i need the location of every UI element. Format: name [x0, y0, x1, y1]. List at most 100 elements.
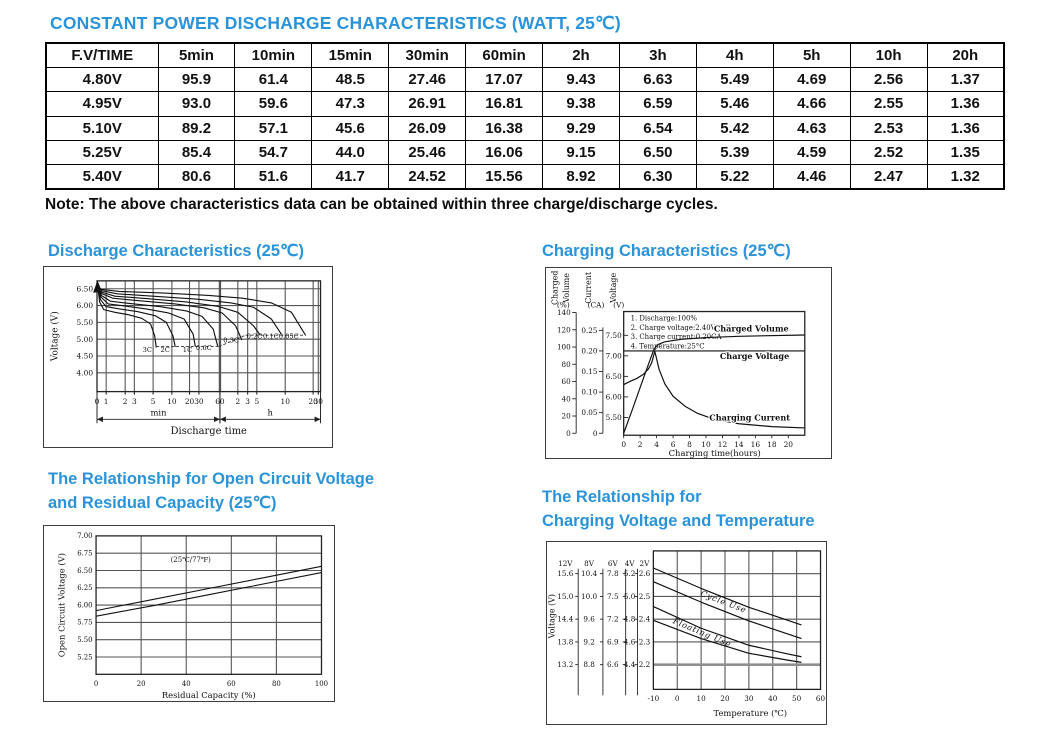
x-tick-label: 30 [744, 694, 754, 703]
y-tick-label: 7.00 [77, 532, 92, 540]
y-tick-label: 100 [557, 343, 571, 352]
x-tick-label: 4 [654, 440, 659, 449]
band-upper-cycle-use [653, 567, 802, 626]
table-cell: 6.50 [618, 140, 697, 166]
x-tick-label: 40 [768, 694, 778, 703]
charging-chart-canvas: Charged Volume(%)Current(CA)Voltage(V)140… [550, 271, 806, 458]
table-cell: 4.59 [772, 140, 851, 166]
column-header: 5min [157, 42, 236, 68]
plot-border [623, 310, 806, 436]
scale-value: 15.6 [557, 569, 573, 578]
series-label: Charging Current [709, 412, 790, 422]
discharge-curve-1C [97, 287, 196, 347]
axis-arrow [93, 280, 102, 293]
table-cell: 59.6 [234, 91, 313, 117]
chart-note: 4. Temperature:25°C [631, 343, 705, 351]
column-header: 60min [465, 42, 544, 68]
discharge-curve-0.6C [97, 287, 219, 347]
x-tick-label: 6 [671, 440, 676, 449]
table-cell: 16.81 [465, 91, 544, 117]
scale-value: 13.2 [557, 660, 573, 669]
y-tick-label: 6.00 [77, 601, 92, 609]
table-cell: 9.43 [542, 66, 620, 93]
x-tick-label: 2 [235, 397, 240, 406]
scale-value: 5.0 [624, 592, 636, 601]
y-tick-label: 0.20 [581, 347, 597, 356]
section-title-ocv-line2: and Residual Capacity (25℃) [48, 494, 277, 512]
section-title-cvt: The Relationship for Charging Voltage an… [542, 485, 815, 533]
scale-value: 5.2 [624, 569, 635, 578]
table-row: 5.25V 85.4 54.7 44.0 25.46 16.06 9.15 6.50 5.39 4… [45, 140, 1005, 166]
table-cell: 4.69 [772, 66, 851, 93]
scale-value: 14.4 [557, 615, 573, 624]
table-cell: 2.47 [849, 164, 928, 190]
x-tick-label: 20 [185, 397, 195, 406]
section-title-ocv: The Relationship for Open Circuit Voltag… [48, 467, 374, 515]
y-tick-label: 5.50 [606, 413, 622, 422]
table-cell: 16.06 [465, 140, 544, 166]
scale-value: 2.4 [639, 615, 651, 624]
x-tick-label: 12 [718, 440, 727, 449]
y-tick-label: 6.50 [606, 372, 622, 381]
section-title-cvt-line1: The Relationship for [542, 488, 702, 506]
table-cell: 4.63 [772, 115, 851, 142]
y-tick-label: 5.25 [77, 653, 92, 661]
table-cell: 26.91 [388, 91, 467, 117]
table-cell: 2.53 [849, 115, 928, 142]
x-tick-label: 16 [751, 440, 761, 449]
x-tick-label: 0 [94, 680, 98, 688]
discharge-characteristics-chart: 6.506.005.505.004.504.000123510203060235… [43, 266, 333, 448]
x-tick-label: 2 [123, 397, 128, 406]
table-cell: 1.32 [926, 164, 1005, 190]
power-table-head: F.V/TIME 5min 10min 15min 30min 60min 2h 3h 4h 5h… [45, 42, 1005, 68]
table-cell: 6.63 [618, 66, 697, 93]
table-cell: 17.07 [465, 66, 544, 93]
table-cell: 8.92 [542, 164, 620, 190]
table-cell: 1.36 [926, 91, 1005, 117]
rate-label: 1C [183, 346, 192, 354]
scale-value: 2.3 [639, 637, 651, 646]
chart-note: 3. Charge current:0.20CA [631, 333, 723, 341]
arrowhead [314, 416, 321, 423]
table-cell: 6.30 [618, 164, 697, 190]
chart-note: 2. Charge voltage:2.40V/cell [631, 324, 731, 332]
y-tick-label: 60 [562, 377, 572, 386]
table-cell: 4.95V [45, 91, 159, 117]
scale-column-header: 2V [640, 559, 651, 568]
y-tick-label: 7.50 [606, 331, 622, 340]
y-tick-label: 140 [557, 308, 571, 317]
scale-value: 2.5 [639, 592, 651, 601]
x-tick-label: 10 [697, 694, 707, 703]
arrowhead [97, 416, 103, 423]
y-tick-label: 40 [562, 394, 572, 403]
cvt-chart-canvas: 12V 8V 6V 4V 2V 15.6 10.4 7.8 5.2 2.6 15.0 10.0 7.5 5… [547, 550, 826, 718]
x-tick-label: 20 [137, 680, 146, 688]
scale-value: 15.0 [557, 592, 573, 601]
y-tick-label: 5.75 [77, 619, 92, 627]
y-tick-label: 7.00 [606, 351, 622, 360]
scale-column-header: 4V [625, 559, 636, 568]
table-cell: 6.54 [618, 115, 697, 142]
band-upper-floating-use [653, 606, 802, 658]
y-tick-label: 5.50 [77, 318, 94, 327]
series-label: Charge Voltage [720, 351, 789, 361]
axis-title-volume: Charged [550, 271, 559, 305]
table-cell: 61.4 [234, 66, 313, 93]
table-cell: 2.55 [849, 91, 928, 117]
y-axis-title: Open Circuit Voltage (V) [56, 553, 66, 657]
table-cell: 93.0 [157, 91, 236, 117]
y-tick-label: 0.15 [581, 367, 597, 376]
table-cell: 1.36 [926, 115, 1005, 142]
y-axis-title: Voltage (V) [49, 311, 60, 362]
x-tick-label: -10 [648, 694, 660, 703]
column-header: 10h [849, 42, 928, 68]
x-tick-label: 8 [687, 440, 692, 449]
table-cell: 45.6 [311, 115, 390, 142]
table-cell: 5.25V [45, 140, 159, 166]
column-header: 20h [926, 42, 1005, 68]
y-tick-label: 6.00 [77, 301, 94, 310]
scale-value: 6.6 [607, 660, 619, 669]
power-table: F.V/TIME 5min 10min 15min 30min 60min 2h 3h 4h 5h… [45, 42, 1005, 191]
scale-value: 6.9 [607, 637, 619, 646]
discharge-curve-0.1C [97, 286, 282, 335]
